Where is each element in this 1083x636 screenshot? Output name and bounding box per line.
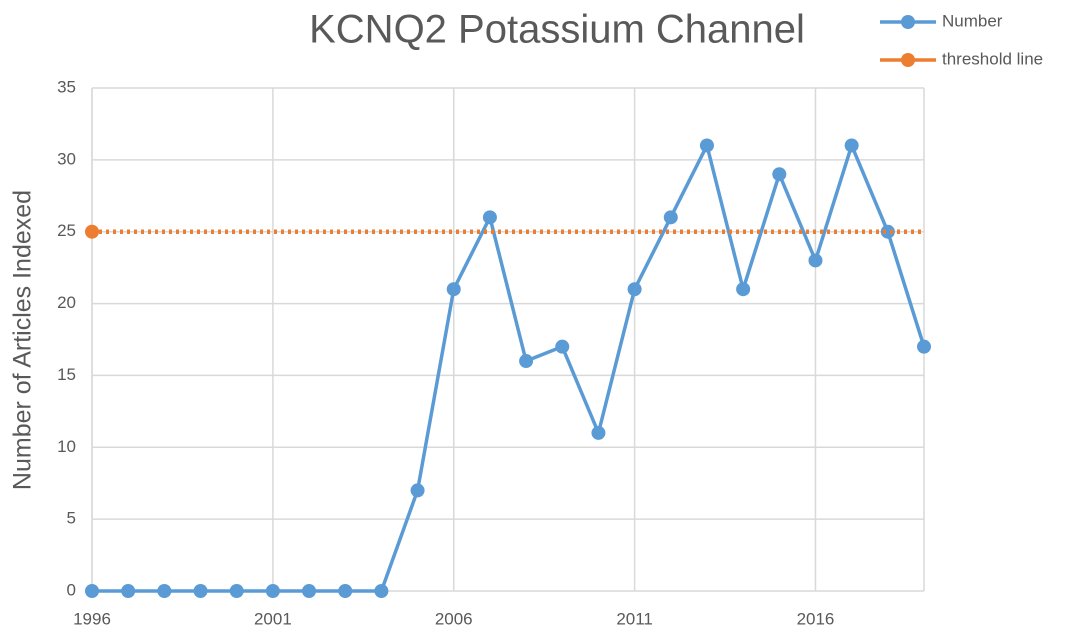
marker <box>519 354 534 369</box>
x-tick-label: 2011 <box>616 609 653 628</box>
marker <box>410 483 425 498</box>
marker <box>699 138 714 153</box>
y-tick-label: 15 <box>57 365 76 384</box>
marker <box>880 224 895 239</box>
marker <box>302 584 317 598</box>
x-tick-label: 2006 <box>435 609 473 628</box>
marker <box>229 584 244 598</box>
legend-label: Number <box>942 11 1003 30</box>
marker <box>591 425 606 440</box>
chart-title: KCNQ2 Potassium Channel <box>309 8 805 52</box>
x-tick-label: 2001 <box>254 609 292 628</box>
marker <box>627 282 642 297</box>
marker <box>265 584 280 598</box>
marker <box>736 282 751 297</box>
y-axis-label: Number of Articles Indexed <box>9 190 37 490</box>
marker <box>85 224 99 239</box>
marker <box>808 253 823 268</box>
marker <box>338 584 353 598</box>
marker <box>482 210 497 225</box>
marker <box>772 167 787 182</box>
marker <box>446 282 461 297</box>
x-tick-label: 1996 <box>73 609 111 628</box>
y-tick-label: 30 <box>57 149 76 168</box>
marker <box>917 339 931 354</box>
marker <box>555 339 570 354</box>
y-tick-label: 20 <box>57 293 76 312</box>
y-tick-label: 10 <box>57 437 76 456</box>
legend-label: threshold line <box>942 49 1043 68</box>
series-line <box>92 140 926 593</box>
y-tick-label: 0 <box>67 580 76 599</box>
x-tick-label: 2016 <box>797 609 835 628</box>
y-tick-label: 35 <box>57 77 76 96</box>
marker <box>374 584 389 598</box>
marker <box>121 584 136 598</box>
marker <box>157 584 172 598</box>
marker <box>85 584 99 598</box>
marker <box>193 584 208 598</box>
y-tick-label: 5 <box>67 509 76 528</box>
marker <box>844 138 859 153</box>
legend-marker <box>901 15 915 29</box>
marker <box>663 210 678 225</box>
legend-marker <box>901 53 915 67</box>
y-tick-label: 25 <box>57 221 76 240</box>
